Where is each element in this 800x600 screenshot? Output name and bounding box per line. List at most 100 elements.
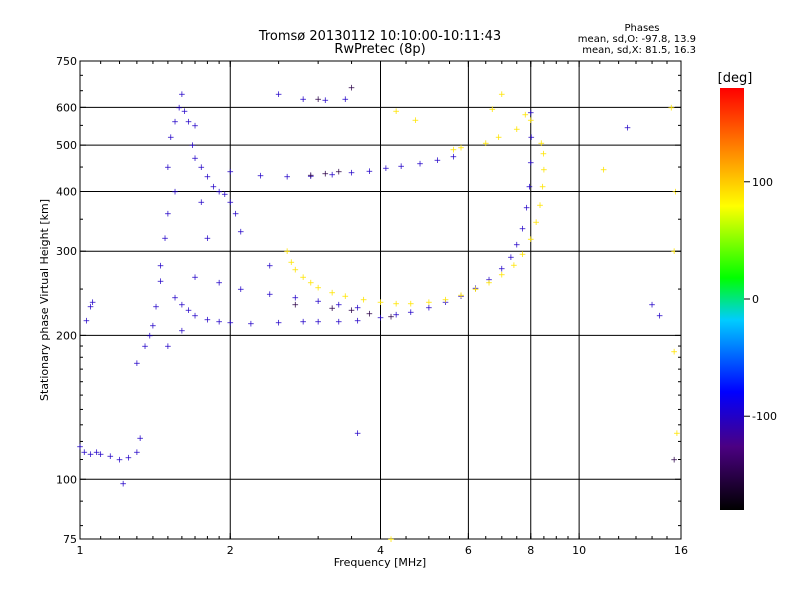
colorbar-tick-label: -100 [752,410,777,423]
data-point: + [328,304,336,314]
colorbar-ticks: 100 0 -100 [744,176,777,423]
data-point: + [527,116,535,126]
data-point: + [83,316,91,326]
y-tick-label: 400 [56,185,77,198]
data-point: + [266,290,274,300]
data-point: + [307,171,315,181]
data-point: + [178,326,186,336]
data-point: + [191,273,199,283]
data-point: + [527,158,535,168]
data-point: + [215,187,223,197]
y-tick-label: 300 [56,245,77,258]
colorbar-label: [deg] [718,71,753,86]
data-point: + [335,301,343,311]
data-point: + [528,133,536,143]
data-point: + [450,152,458,162]
data-point: + [215,279,223,289]
data-point: + [416,159,424,169]
data-point: + [314,95,322,105]
data-point: + [287,258,295,268]
data-point: + [521,110,529,120]
data-point: + [161,234,169,244]
data-point: + [232,209,240,219]
x-tick-label: 2 [227,544,234,557]
data-point: + [226,168,234,178]
data-point: + [299,273,307,283]
data-point: + [354,303,362,313]
data-point: + [87,302,95,312]
data-point: + [226,198,234,208]
data-point: + [292,301,300,311]
data-point: + [292,265,300,275]
data-point: + [377,298,385,308]
legend-line-x: mean, sd,X: 81.5, 16.3 [582,45,696,56]
data-point: + [392,107,400,117]
data-point: + [328,288,336,298]
data-point: + [382,164,390,174]
data-point: + [513,240,521,250]
y-axis: 75 100 200 300 400 500 600 750 [56,55,681,546]
data-point: + [538,139,546,149]
data-point: + [485,275,493,285]
data-point: + [283,247,291,257]
x-axis-label: Frequency [MHz] [334,556,426,569]
data-point: + [149,321,157,331]
data-point: + [181,107,189,117]
data-point: + [321,96,329,106]
data-point: + [191,121,199,131]
data-point: + [178,301,186,311]
grid [80,61,681,539]
data-point: + [247,319,255,329]
x-tick-label: 1 [77,544,84,557]
data-point: + [472,285,480,295]
data-point: + [670,455,678,465]
data-point: + [191,312,199,322]
data-point: + [507,253,515,263]
data-point: + [215,317,223,327]
data-point: + [275,318,283,328]
data-point: + [434,156,442,166]
chart-title: Tromsø 20130112 10:10:00-10:11:43 [258,29,501,44]
data-point: + [237,285,245,295]
data-point: + [540,165,548,175]
colorbar [720,88,744,510]
y-tick-label: 200 [56,329,77,342]
data-point: + [532,218,540,228]
data-point: + [119,479,127,489]
data-point: + [133,359,141,369]
data-point: + [366,310,374,320]
data-point: + [668,103,676,113]
data-point: + [171,118,179,128]
data-point: + [299,317,307,327]
data-point: + [425,298,433,308]
data-point: + [536,201,544,211]
data-point: + [366,167,374,177]
x-tick-label: 4 [377,544,384,557]
data-point: + [314,283,322,293]
data-point: + [292,294,300,304]
data-point: + [348,84,356,94]
data-point: + [175,103,183,113]
data-point: + [348,169,356,179]
data-point: + [442,295,450,305]
data-point: + [136,434,144,444]
data-point: + [354,316,362,326]
data-point: + [191,154,199,164]
data-point: + [107,452,115,462]
data-point: + [425,303,433,313]
data-point: + [189,141,197,151]
data-point: + [392,300,400,310]
y-tick-label: 750 [56,55,77,68]
data-point: + [485,279,493,289]
data-point: + [670,348,678,358]
data-point: + [656,312,664,322]
data-point: + [133,448,141,458]
colorbar-tick-label: 0 [752,293,759,306]
data-point: + [519,224,527,234]
y-tick-label: 75 [63,533,77,546]
data-point: + [457,292,465,302]
data-point: + [527,109,535,119]
data-point: + [125,454,133,464]
x-tick-label: 16 [674,544,688,557]
data-point: + [442,298,450,308]
